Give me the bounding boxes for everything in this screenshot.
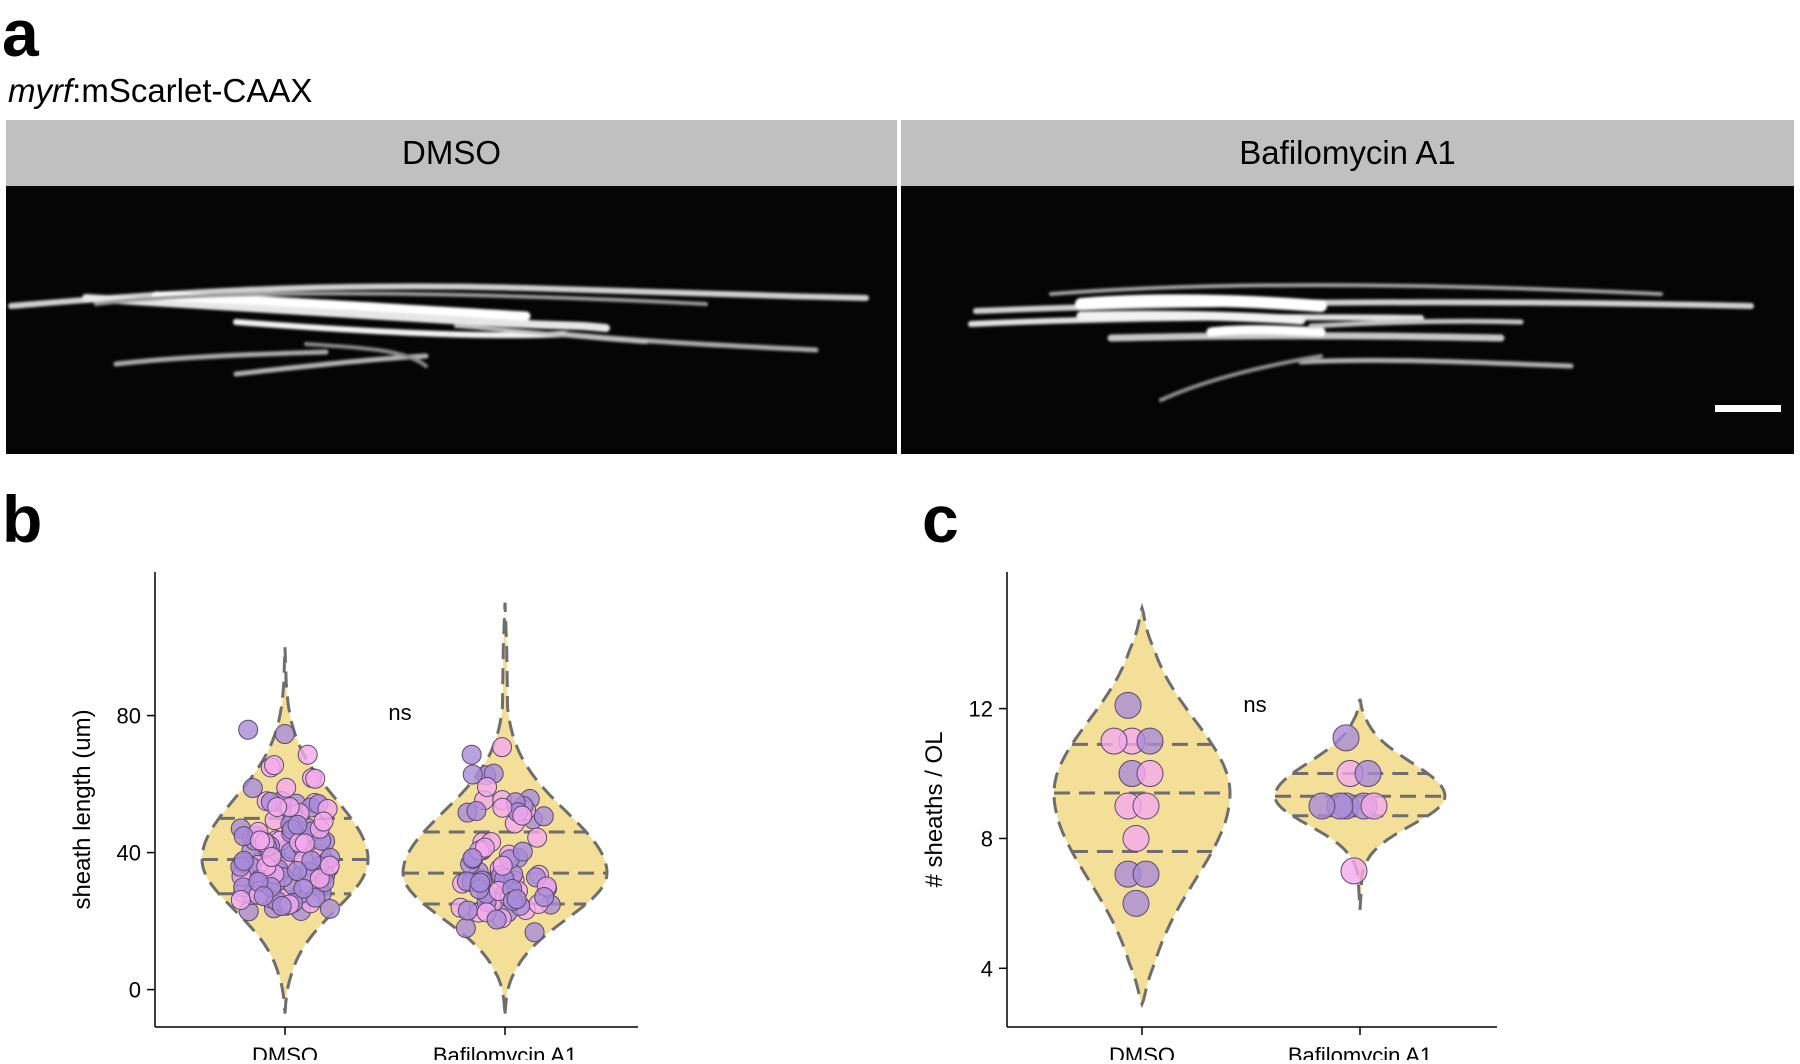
- data-point: [274, 724, 295, 745]
- y-tick-label: 0: [129, 978, 141, 1003]
- data-points: [230, 719, 561, 943]
- data-point: [486, 909, 507, 930]
- data-point: [1332, 724, 1360, 752]
- data-point: [1340, 857, 1368, 885]
- data-point: [294, 833, 315, 854]
- data-point: [249, 830, 270, 851]
- data-point: [271, 896, 292, 917]
- x-tick-label: DMSO: [252, 1043, 318, 1060]
- data-point: [506, 889, 527, 910]
- y-tick-label: 8: [981, 826, 993, 851]
- data-point: [313, 811, 334, 832]
- data-point: [297, 744, 318, 765]
- data-point: [512, 841, 533, 862]
- data-point: [230, 889, 251, 910]
- data-point: [1114, 691, 1142, 719]
- y-tick-label: 12: [969, 697, 993, 722]
- data-point: [462, 764, 483, 785]
- data-point: [253, 886, 274, 907]
- y-axis-label: # sheaths / OL: [921, 731, 948, 887]
- data-point: [1308, 792, 1336, 820]
- data-point: [533, 806, 554, 827]
- data-point: [305, 768, 326, 789]
- data-point: [524, 922, 545, 943]
- x-tick-label: Bafilomycin A1: [433, 1043, 577, 1060]
- data-points: [1100, 691, 1388, 917]
- violin-chart-sheath-length: 0 40 80 DMSO Bafilomycin A1 sheath length (um…: [69, 572, 638, 1060]
- data-point: [466, 801, 487, 822]
- header-bafilomycin: Bafilomycin A1: [901, 120, 1794, 186]
- data-point: [1136, 727, 1164, 755]
- x-tick-label: DMSO: [1109, 1043, 1175, 1060]
- data-point: [267, 796, 288, 817]
- data-point: [1132, 860, 1160, 888]
- data-point: [534, 886, 555, 907]
- plot-area: [200, 602, 609, 1014]
- data-point: [527, 827, 548, 848]
- micrograph-dmso: [6, 186, 897, 454]
- data-point: [233, 850, 254, 871]
- data-point: [492, 855, 513, 876]
- data-point: [1354, 760, 1382, 788]
- data-point: [293, 878, 314, 899]
- data-point: [1132, 792, 1160, 820]
- data-point: [455, 918, 476, 939]
- data-point: [287, 814, 308, 835]
- data-point: [457, 900, 478, 921]
- data-point: [470, 872, 491, 893]
- significance-label: ns: [388, 700, 411, 725]
- data-point: [276, 777, 297, 798]
- header-dmso: DMSO: [6, 120, 897, 186]
- panel-a-subtitle: myrf:mScarlet-CAAX: [8, 72, 312, 110]
- panel-b-label: b: [2, 482, 43, 556]
- violin-chart-sheaths-per-ol: 4 8 12 DMSO Bafilomycin A1 # sheaths / OL ns: [921, 572, 1497, 1060]
- x-tick-label: Bafilomycin A1: [1288, 1043, 1432, 1060]
- significance-label: ns: [1243, 692, 1266, 717]
- data-point: [319, 855, 340, 876]
- reporter-name: :mScarlet-CAAX: [72, 72, 313, 109]
- y-tick-label: 40: [117, 841, 141, 866]
- data-point: [261, 847, 282, 868]
- data-point: [492, 797, 513, 818]
- data-point: [301, 850, 322, 871]
- panel-a-label: a: [2, 0, 39, 70]
- data-point: [238, 719, 259, 740]
- y-tick-label: 80: [117, 704, 141, 729]
- data-point: [264, 755, 285, 776]
- data-point: [1100, 727, 1128, 755]
- panel-c-label: c: [922, 482, 959, 556]
- data-point: [492, 737, 513, 758]
- data-point: [1122, 824, 1150, 852]
- y-tick-label: 4: [981, 956, 993, 981]
- data-point: [319, 898, 340, 919]
- data-point: [462, 848, 483, 869]
- data-point: [1360, 792, 1388, 820]
- micrograph-bafilomycin: [901, 186, 1794, 454]
- plot-area: [1052, 602, 1447, 1009]
- data-point: [512, 805, 533, 826]
- data-point: [1136, 760, 1164, 788]
- data-point: [242, 778, 263, 799]
- data-point: [477, 776, 498, 797]
- gene-name: myrf: [8, 72, 73, 109]
- data-point: [461, 744, 482, 765]
- data-point: [1122, 889, 1150, 917]
- scale-bar: [1715, 405, 1781, 412]
- y-axis-label: sheath length (um): [69, 709, 96, 909]
- data-point: [287, 861, 308, 882]
